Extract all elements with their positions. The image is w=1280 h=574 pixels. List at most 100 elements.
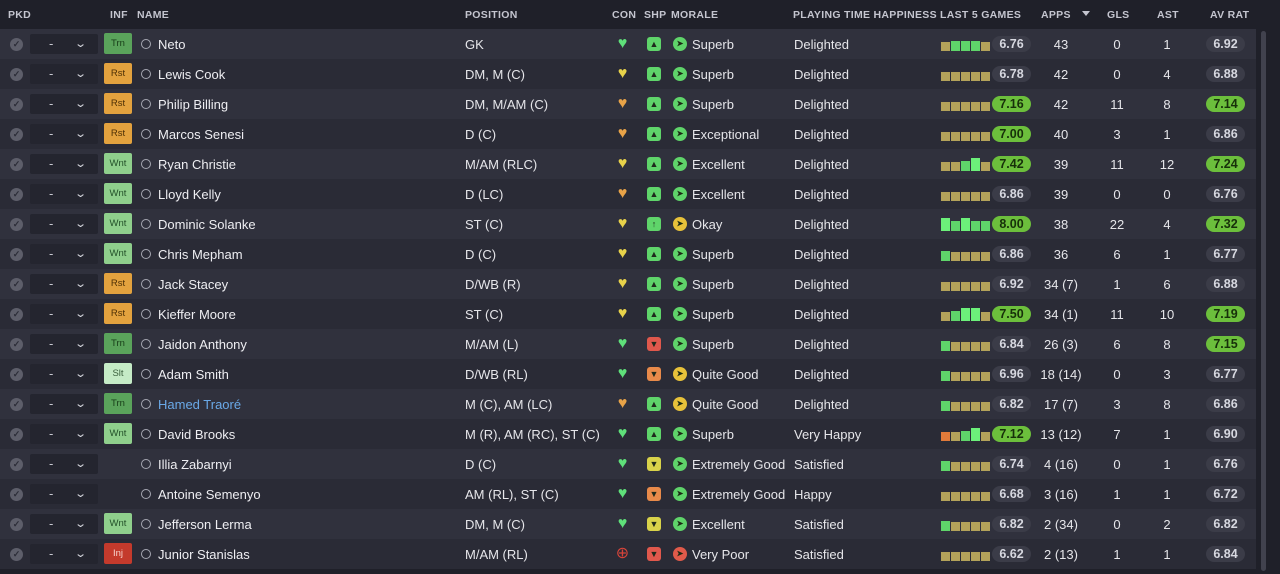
info-badge[interactable]: Wnt xyxy=(104,513,132,534)
pick-dropdown[interactable] xyxy=(30,64,98,84)
info-badge[interactable]: Rst xyxy=(104,273,132,294)
table-row[interactable]: ✓ - ⌄ Wnt Dominic Solanke ST (C) ♥ ↑ ➤ Okay Deligh… xyxy=(0,209,1256,239)
player-name[interactable]: Antoine Semenyo xyxy=(158,487,261,502)
player-name[interactable]: Jaidon Anthony xyxy=(158,337,247,352)
pick-check-icon[interactable]: ✓ xyxy=(10,158,23,171)
pick-dropdown[interactable] xyxy=(30,334,98,354)
chevron-down-icon[interactable]: ⌄ xyxy=(74,128,88,140)
player-name[interactable]: Marcos Senesi xyxy=(158,127,244,142)
header-position[interactable]: POSITION xyxy=(465,9,518,21)
table-row[interactable]: ✓ - ⌄ Illia Zabarnyi D (C) ♥ ▼ ➤ Extremely Good S… xyxy=(0,449,1256,479)
player-name[interactable]: Adam Smith xyxy=(158,367,229,382)
pick-dropdown[interactable] xyxy=(30,484,98,504)
pick-check-icon[interactable]: ✓ xyxy=(10,428,23,441)
player-name[interactable]: Jefferson Lerma xyxy=(158,517,252,532)
info-badge[interactable]: Rst xyxy=(104,123,132,144)
table-row[interactable]: ✓ - ⌄ Rst Marcos Senesi D (C) ♥ ▲ ➤ Exceptional De… xyxy=(0,119,1256,149)
chevron-down-icon[interactable]: ⌄ xyxy=(74,68,88,80)
pick-check-icon[interactable]: ✓ xyxy=(10,128,23,141)
header-playing-time[interactable]: PLAYING TIME HAPPINESS xyxy=(793,9,937,21)
player-name[interactable]: Ryan Christie xyxy=(158,157,237,172)
pick-dropdown[interactable] xyxy=(30,454,98,474)
chevron-down-icon[interactable]: ⌄ xyxy=(74,308,88,320)
player-name[interactable]: Chris Mepham xyxy=(158,247,243,262)
table-row[interactable]: ✓ - ⌄ Slt Adam Smith D/WB (RL) ♥ ▼ ➤ Quite Good De… xyxy=(0,359,1256,389)
pick-check-icon[interactable]: ✓ xyxy=(10,38,23,51)
chevron-down-icon[interactable]: ⌄ xyxy=(74,458,88,470)
info-badge[interactable]: Trn xyxy=(104,333,132,354)
pick-dropdown[interactable] xyxy=(30,124,98,144)
pick-dropdown[interactable] xyxy=(30,94,98,114)
vertical-scrollbar[interactable] xyxy=(1261,31,1266,571)
chevron-down-icon[interactable]: ⌄ xyxy=(74,248,88,260)
chevron-down-icon[interactable]: ⌄ xyxy=(74,548,88,560)
table-row[interactable]: ✓ - ⌄ Antoine Semenyo AM (RL), ST (C) ♥ ▼ ➤ Extr… xyxy=(0,479,1256,509)
table-row[interactable]: ✓ - ⌄ Trn Jaidon Anthony M/AM (L) ♥ ▼ ➤ Superb Del… xyxy=(0,329,1256,359)
pick-check-icon[interactable]: ✓ xyxy=(10,548,23,561)
pick-dropdown[interactable] xyxy=(30,214,98,234)
table-row[interactable]: ✓ - ⌄ Rst Jack Stacey D/WB (R) ♥ ▲ ➤ Superb Deligh… xyxy=(0,269,1256,299)
chevron-down-icon[interactable]: ⌄ xyxy=(74,338,88,350)
chevron-down-icon[interactable]: ⌄ xyxy=(74,368,88,380)
table-row[interactable]: ✓ - ⌄ Wnt Ryan Christie M/AM (RLC) ♥ ▲ ➤ Excellen… xyxy=(0,149,1256,179)
table-row[interactable]: ✓ - ⌄ Wnt David Brooks M (R), AM (RC), ST (C)… xyxy=(0,419,1256,449)
header-last5[interactable]: LAST 5 GAMES xyxy=(940,9,1022,21)
pick-check-icon[interactable]: ✓ xyxy=(10,368,23,381)
info-badge[interactable]: Trn xyxy=(104,393,132,414)
pick-check-icon[interactable]: ✓ xyxy=(10,68,23,81)
info-badge[interactable]: Inj xyxy=(104,543,132,564)
chevron-down-icon[interactable]: ⌄ xyxy=(74,218,88,230)
player-name[interactable]: Kieffer Moore xyxy=(158,307,236,322)
table-row[interactable]: ✓ - ⌄ Trn Hamed Traoré M (C), AM (LC) ♥ ▲ ➤ Quite… xyxy=(0,389,1256,419)
info-badge[interactable]: Slt xyxy=(104,363,132,384)
table-row[interactable]: ✓ - ⌄ Inj Junior Stanislas M/AM (RL) ⊕ ▼ ➤ Very P… xyxy=(0,539,1256,569)
header-ast[interactable]: AST xyxy=(1157,9,1179,21)
chevron-down-icon[interactable]: ⌄ xyxy=(74,428,88,440)
header-apps[interactable]: APPS xyxy=(1041,9,1071,21)
sort-desc-icon[interactable] xyxy=(1082,11,1090,16)
pick-dropdown[interactable] xyxy=(30,544,98,564)
pick-dropdown[interactable] xyxy=(30,304,98,324)
info-badge[interactable]: Rst xyxy=(104,63,132,84)
player-name[interactable]: David Brooks xyxy=(158,427,236,442)
pick-dropdown[interactable] xyxy=(30,154,98,174)
pick-check-icon[interactable]: ✓ xyxy=(10,518,23,531)
table-row[interactable]: ✓ - ⌄ Rst Kieffer Moore ST (C) ♥ ▲ ➤ Superb Deligh… xyxy=(0,299,1256,329)
pick-check-icon[interactable]: ✓ xyxy=(10,278,23,291)
table-row[interactable]: ✓ - ⌄ Wnt Jefferson Lerma DM, M (C) ♥ ▼ ➤ Excelle… xyxy=(0,509,1256,539)
chevron-down-icon[interactable]: ⌄ xyxy=(74,488,88,500)
info-badge[interactable]: Wnt xyxy=(104,423,132,444)
pick-check-icon[interactable]: ✓ xyxy=(10,98,23,111)
player-name[interactable]: Lloyd Kelly xyxy=(158,187,221,202)
header-morale[interactable]: MORALE xyxy=(671,9,719,21)
info-badge[interactable]: Wnt xyxy=(104,213,132,234)
header-con[interactable]: CON xyxy=(612,9,637,21)
table-row[interactable]: ✓ - ⌄ Rst Lewis Cook DM, M (C) ♥ ▲ ➤ Superb Deligh… xyxy=(0,59,1256,89)
table-row[interactable]: ✓ - ⌄ Trn Neto GK ♥ ▲ ➤ Superb Delighted 6.76 43 0 1 6.… xyxy=(0,29,1256,59)
chevron-down-icon[interactable]: ⌄ xyxy=(74,38,88,50)
chevron-down-icon[interactable]: ⌄ xyxy=(74,188,88,200)
header-inf[interactable]: INF xyxy=(110,9,128,21)
header-av-rat[interactable]: AV RAT xyxy=(1210,9,1250,21)
pick-check-icon[interactable]: ✓ xyxy=(10,398,23,411)
player-name[interactable]: Philip Billing xyxy=(158,97,229,112)
pick-dropdown[interactable] xyxy=(30,364,98,384)
player-name[interactable]: Lewis Cook xyxy=(158,67,226,82)
player-name[interactable]: Hamed Traoré xyxy=(158,397,242,412)
pick-dropdown[interactable] xyxy=(30,244,98,264)
pick-check-icon[interactable]: ✓ xyxy=(10,188,23,201)
info-badge[interactable]: Rst xyxy=(104,303,132,324)
player-name[interactable]: Dominic Solanke xyxy=(158,217,256,232)
header-shp[interactable]: SHP xyxy=(644,9,667,21)
pick-check-icon[interactable]: ✓ xyxy=(10,218,23,231)
pick-dropdown[interactable] xyxy=(30,424,98,444)
info-badge[interactable]: Wnt xyxy=(104,153,132,174)
pick-check-icon[interactable]: ✓ xyxy=(10,338,23,351)
header-name[interactable]: NAME xyxy=(137,9,170,21)
pick-dropdown[interactable] xyxy=(30,394,98,414)
table-row[interactable]: ✓ - ⌄ Rst Philip Billing DM, M/AM (C) ♥ ▲ ➤ Super… xyxy=(0,89,1256,119)
table-row[interactable]: ✓ - ⌄ Wnt Chris Mepham D (C) ♥ ▲ ➤ Superb Delighte… xyxy=(0,239,1256,269)
table-row[interactable]: ✓ - ⌄ Wnt Lloyd Kelly D (LC) ♥ ▲ ➤ Excellent Delig… xyxy=(0,179,1256,209)
player-name[interactable]: Neto xyxy=(158,37,186,52)
player-name[interactable]: Junior Stanislas xyxy=(158,547,250,562)
